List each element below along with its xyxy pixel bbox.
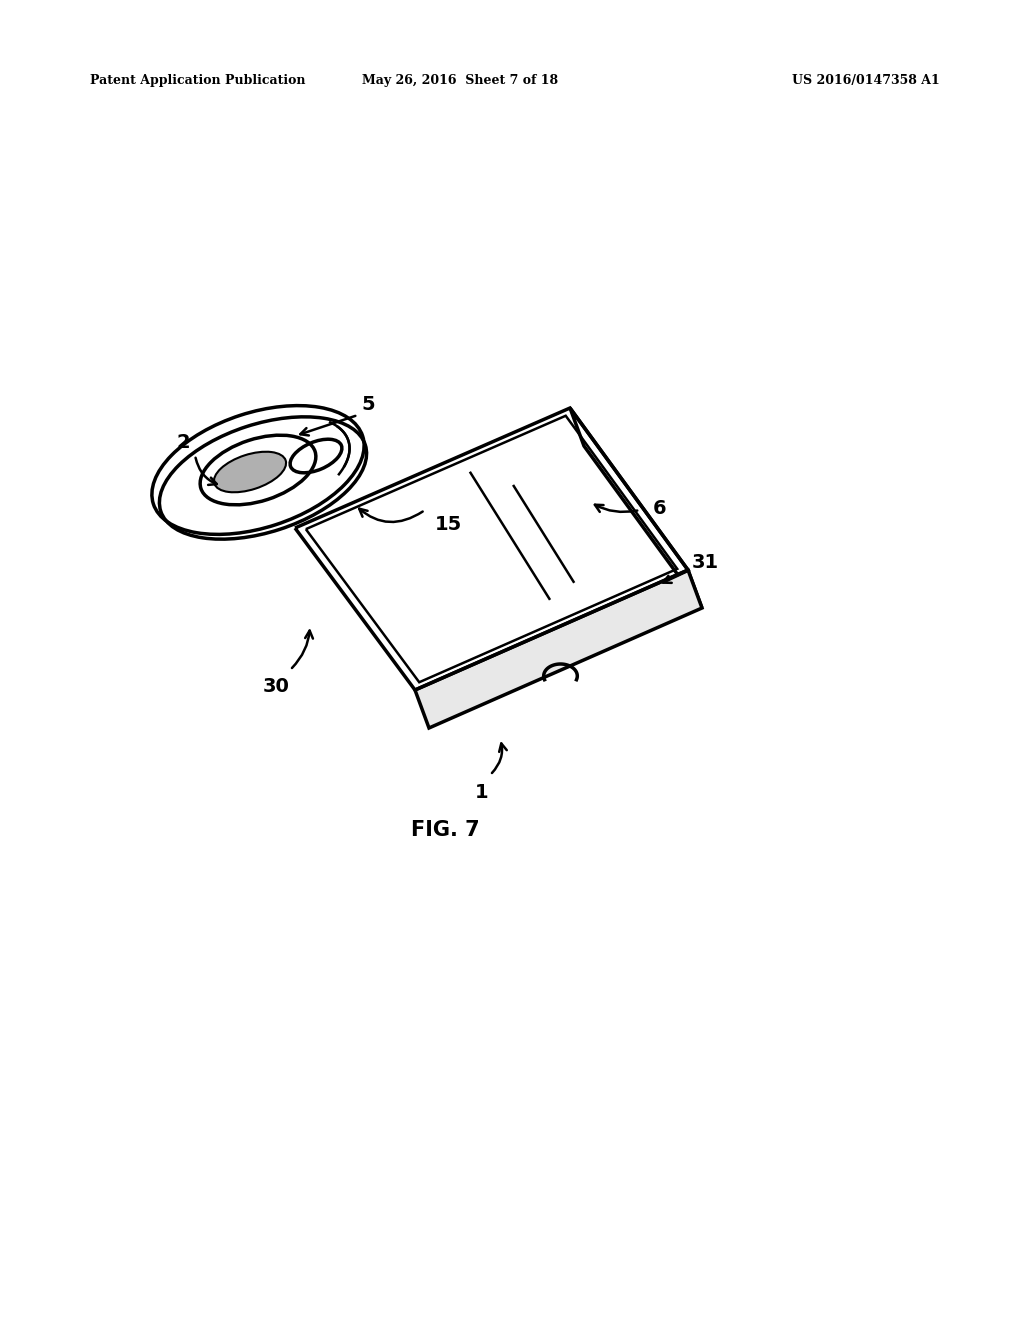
Ellipse shape: [214, 451, 286, 492]
Text: 6: 6: [653, 499, 667, 517]
Text: 5: 5: [361, 395, 375, 413]
Text: FIG. 7: FIG. 7: [411, 820, 479, 840]
Text: 30: 30: [262, 676, 290, 696]
Text: 31: 31: [691, 553, 719, 573]
Text: 2: 2: [176, 433, 189, 451]
Text: 15: 15: [434, 516, 462, 535]
Polygon shape: [415, 570, 702, 729]
Text: US 2016/0147358 A1: US 2016/0147358 A1: [793, 74, 940, 87]
Text: May 26, 2016  Sheet 7 of 18: May 26, 2016 Sheet 7 of 18: [361, 74, 558, 87]
Polygon shape: [570, 408, 702, 609]
Text: 1: 1: [475, 783, 488, 801]
Text: Patent Application Publication: Patent Application Publication: [90, 74, 305, 87]
